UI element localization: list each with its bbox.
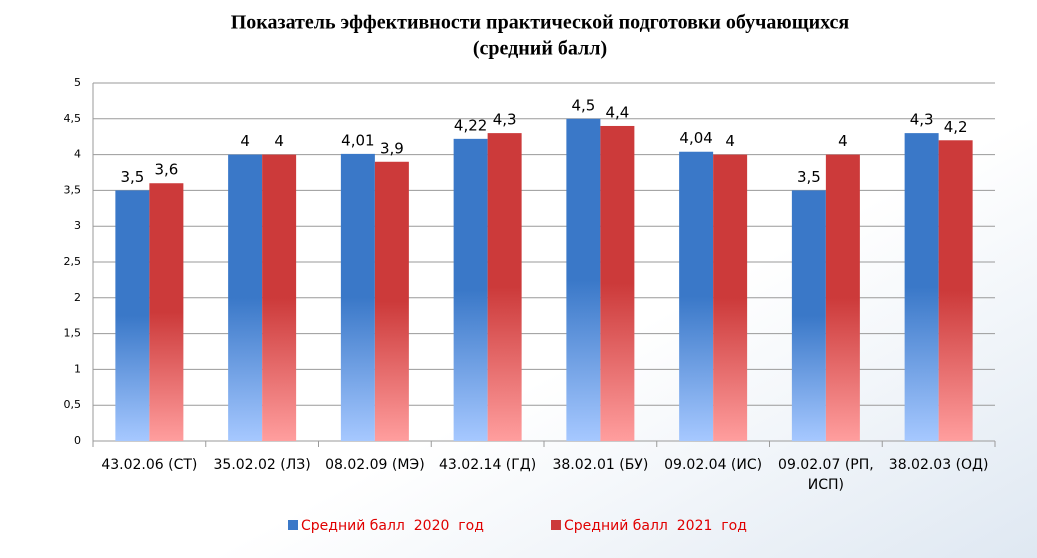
data-label: 4,22 [454,116,487,134]
data-label: 4,04 [679,129,712,147]
y-tick-label: 3 [74,219,81,232]
data-label: 4,5 [571,96,595,114]
y-tick-label: 2,5 [64,255,82,268]
x-tick-label: 38.02.03 (ОД) [888,457,989,473]
bar [262,154,297,441]
bar [453,138,488,441]
bar [487,133,522,441]
legend-label: Средний балл 2020 год [301,518,484,534]
bar [679,151,714,441]
data-label: 4,01 [341,131,374,149]
bar [149,183,184,442]
bar [600,125,635,442]
data-label: 3,5 [120,168,144,186]
chart-subtitle: (средний балл) [473,38,607,60]
bar [566,118,601,442]
legend-swatch [551,520,561,530]
x-tick-label: 43.02.14 (ГД) [439,457,537,473]
bar [938,140,973,441]
data-label: 3,5 [797,168,821,186]
data-label: 4 [274,132,284,150]
data-label: 4,3 [493,111,517,129]
legend-swatch [288,520,298,530]
bar [115,190,150,441]
x-tick-label: 09.02.04 (ИС) [664,457,763,473]
legend-label: Средний балл 2021 год [564,518,747,534]
y-tick-label: 1 [74,362,81,375]
bar [904,133,939,441]
bar [825,154,860,441]
y-tick-label: 4 [74,148,81,161]
x-tick-label: 08.02.09 (МЭ) [325,457,425,473]
bar [228,154,263,441]
y-tick-label: 1,5 [64,327,82,340]
bar [713,154,748,441]
y-tick-label: 5 [74,76,81,89]
bar [791,190,826,441]
data-label: 4,3 [910,111,934,129]
y-tick-label: 2 [74,291,81,304]
bar [374,161,409,441]
x-tick-label: 43.02.06 (СТ) [101,457,198,473]
y-tick-label: 0,5 [64,398,82,411]
x-tick-label: 38.02.01 (БУ) [552,457,649,473]
chart-title: Показатель эффективности практической по… [231,12,850,34]
data-label: 4,4 [605,103,629,121]
y-tick-label: 4,5 [64,112,82,125]
y-tick-label: 0 [74,434,81,447]
data-label: 3,6 [154,161,178,179]
y-tick-label: 3,5 [64,183,82,196]
x-tick-label: 35.02.02 (ЛЗ) [213,457,311,473]
data-label: 4 [725,132,735,150]
bar [340,153,375,441]
data-label: 4 [240,132,250,150]
data-label: 4 [838,132,848,150]
x-tick-label: 09.02.07 (РП, ИСП) [778,457,874,493]
data-label: 3,9 [380,139,404,157]
data-label: 4,2 [944,118,968,136]
